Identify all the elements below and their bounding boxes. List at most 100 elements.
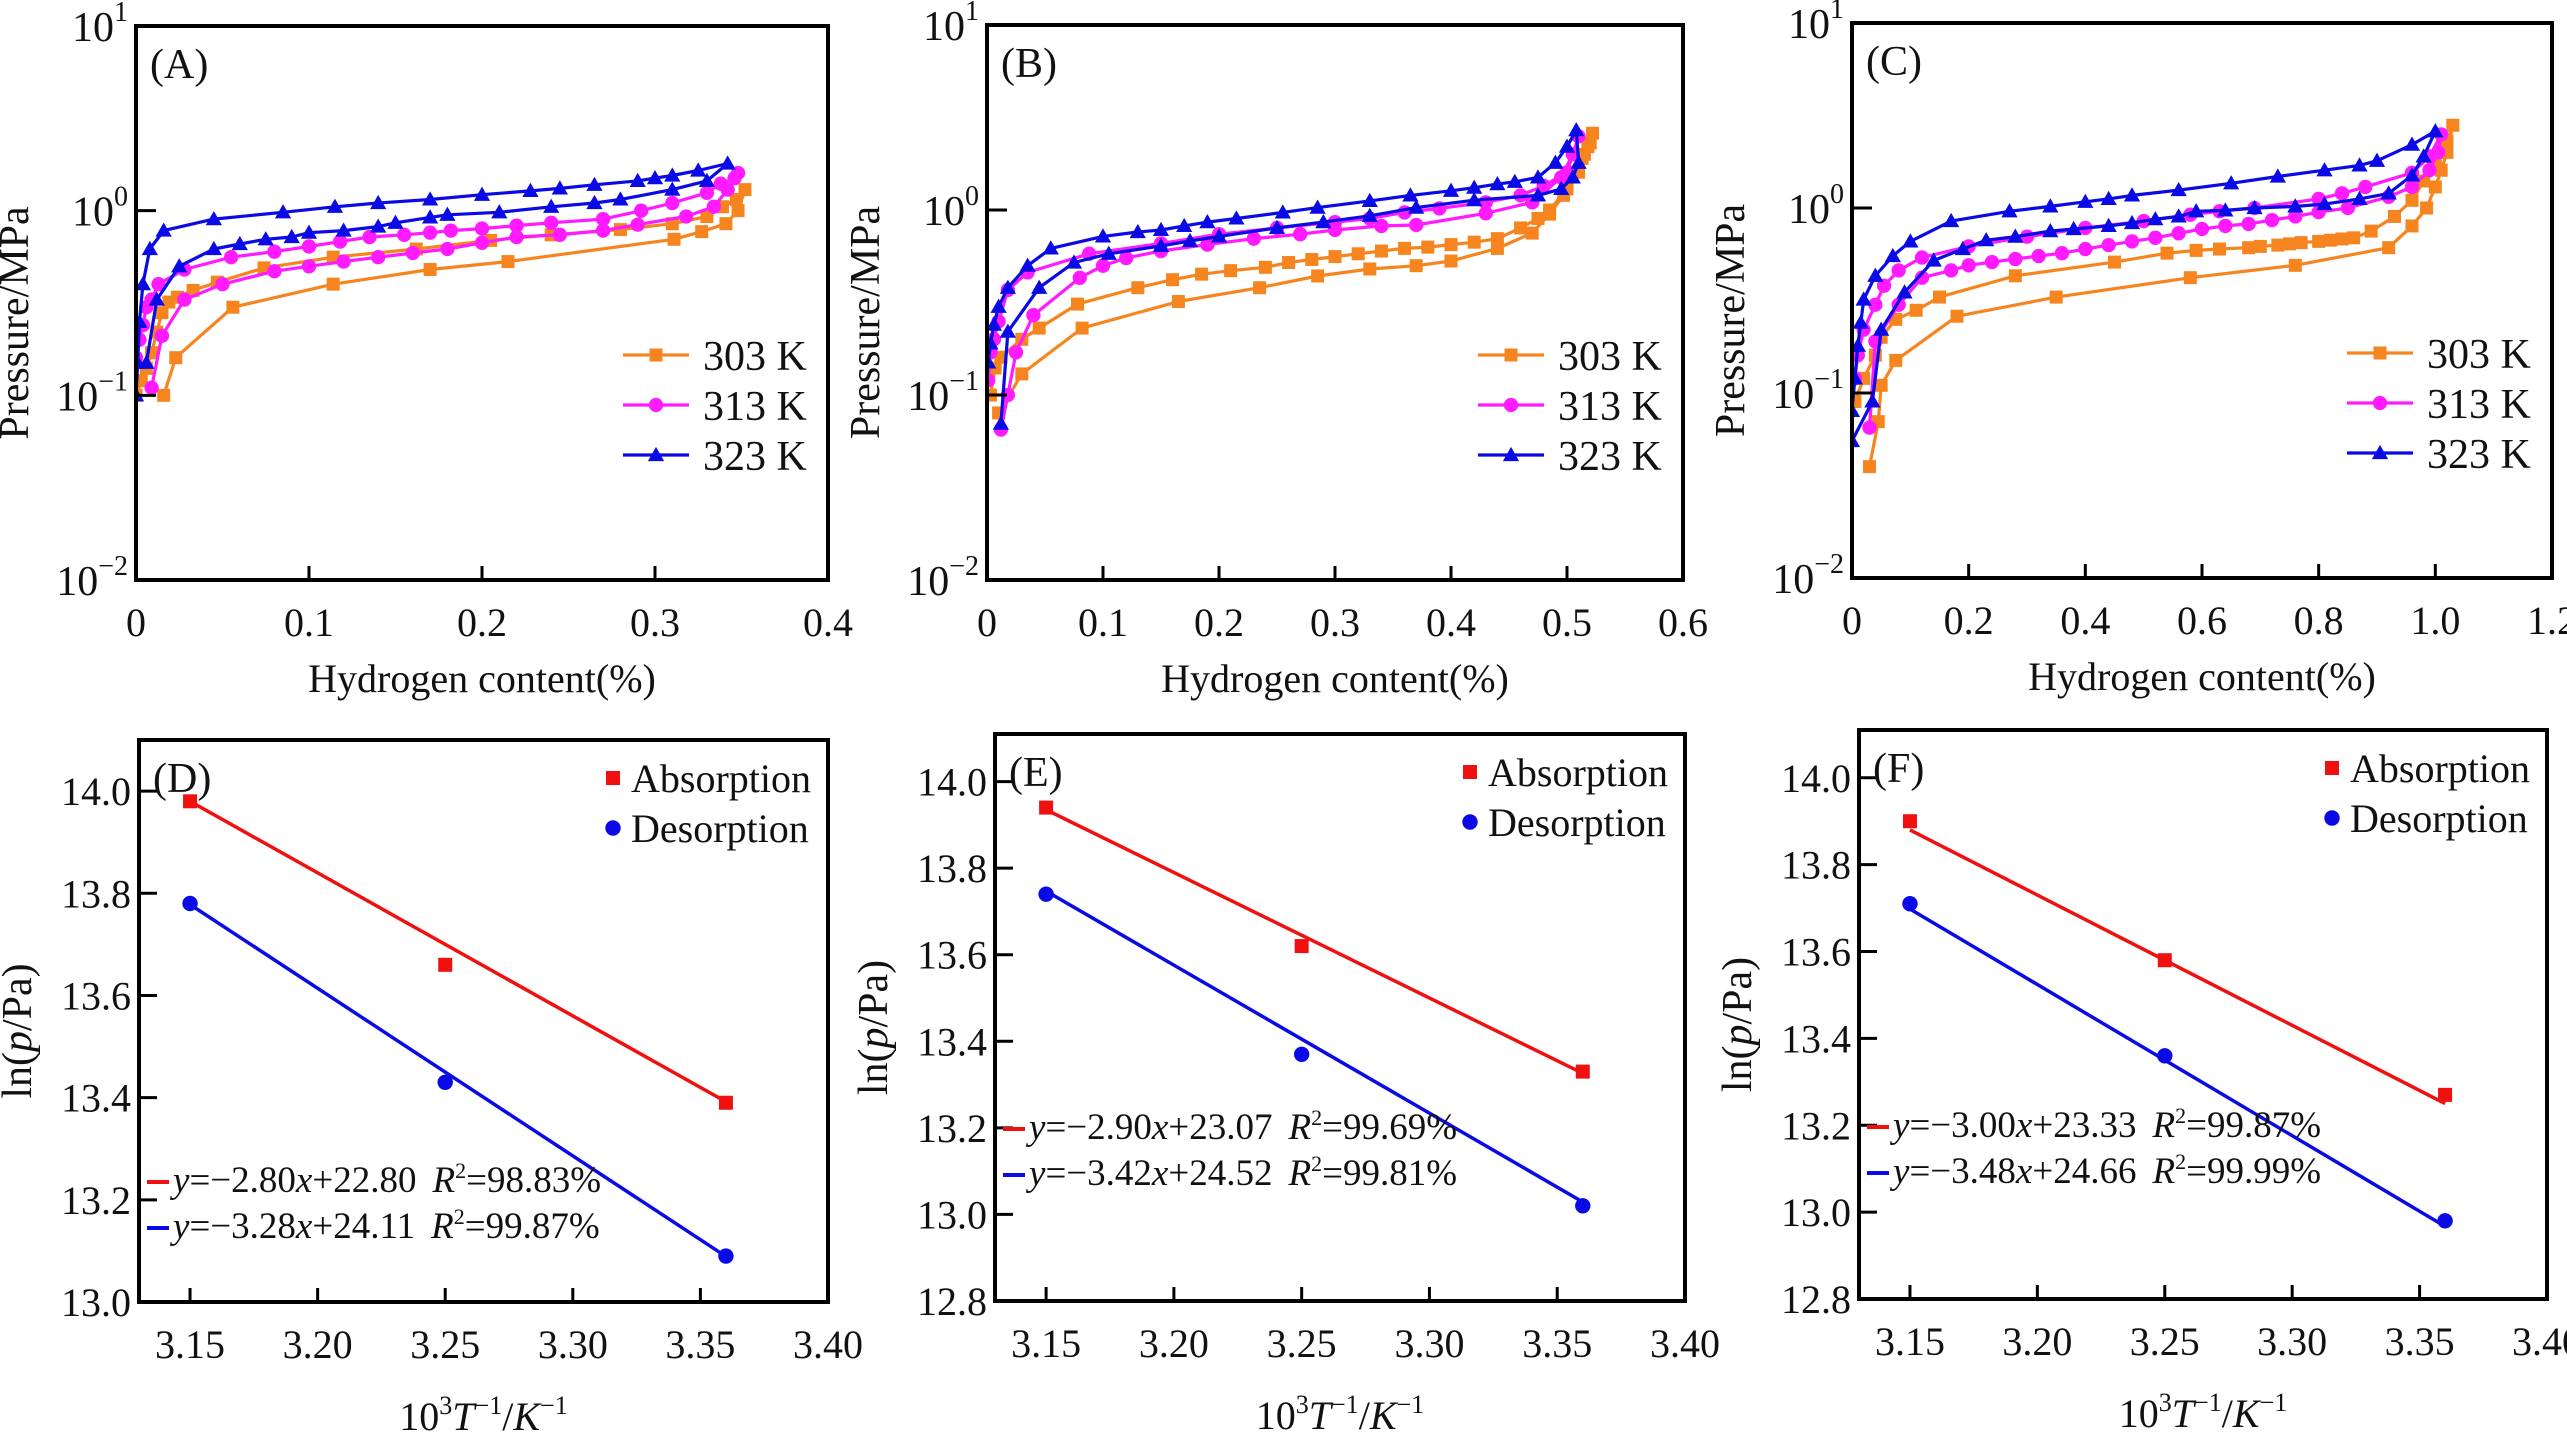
data-point-303k [1543, 207, 1557, 221]
fit-equation-desorption: y=−3.42x+24.52 R2=99.81% [1003, 1151, 1457, 1194]
data-point-323k [1558, 138, 1576, 153]
data-point-323k [987, 354, 997, 369]
legend-marker-circle [1503, 397, 1519, 413]
data-point-323k [1547, 154, 1564, 169]
x-tick-label: 3.35 [2385, 1319, 2455, 1364]
data-point-323k [2351, 157, 2368, 172]
text-part: =99.87% [465, 1206, 600, 1247]
data-point-323k [2100, 217, 2117, 233]
data-point-absorption [718, 1095, 733, 1110]
legend-marker-circle [2324, 810, 2340, 826]
legend-marker-square [649, 348, 663, 362]
panel-c: 0 0.2 0.4 0.6 0.8 1.0 1.210110010−110−2(C)Hydr… [1708, 0, 2567, 699]
data-point-303k [1351, 247, 1365, 261]
data-point-303k [1166, 273, 1180, 287]
y-tick-base: 10 [72, 5, 114, 51]
data-point-303k [2271, 238, 2285, 252]
data-point-323k [136, 276, 152, 291]
fit-equation-absorption: y=−2.80x+22.80 R2=98.83% [147, 1158, 601, 1201]
data-point-313k [1862, 420, 1877, 435]
text-part: +24.52 [1168, 1153, 1272, 1194]
text-part: p [851, 1028, 897, 1052]
data-point-313k [2404, 179, 2420, 195]
text-part: R [2151, 1151, 2175, 1192]
y-tick-label: 13.8 [917, 846, 987, 891]
data-point-313k [1961, 258, 1976, 273]
text-part: −1 [1331, 1390, 1359, 1419]
y-tick-label: 101 [1788, 0, 1844, 48]
data-point-313k [699, 185, 715, 200]
data-point-303k [169, 351, 183, 365]
legend-item: 313 K [623, 384, 807, 430]
data-point-323k [2001, 203, 2018, 218]
data-point-323k [990, 298, 1007, 313]
y-tick-label: 10−2 [56, 551, 128, 605]
data-point-313k [154, 328, 170, 343]
y-tick-exponent: 0 [965, 181, 979, 212]
data-point-323k [283, 228, 300, 244]
data-point-323k [1925, 252, 1942, 267]
data-point-313k [1008, 345, 1024, 360]
x-axis-label: 103T−1/K−1 [1256, 1390, 1424, 1438]
text-part: R [1287, 1107, 1311, 1148]
x-tick-label: 3.15 [1011, 1321, 1081, 1366]
plot-area [182, 794, 734, 1264]
data-point-323k [1210, 228, 1228, 243]
data-point-323k [421, 191, 439, 206]
data-point-303k [2008, 269, 2022, 283]
data-point-303k [2388, 209, 2401, 223]
data-point-323k [1884, 247, 1901, 263]
data-point-303k [226, 300, 240, 314]
data-point-303k [731, 204, 745, 218]
data-point-313k [1891, 263, 1906, 278]
text-part: +23.07 [1168, 1107, 1272, 1148]
data-point-323k [1309, 199, 1326, 214]
legend-item: Absorption [1463, 750, 1668, 795]
data-point-323k [1065, 254, 1083, 269]
panel-b: 0 0.1 0.2 0.3 0.4 0.5 0.610110010−110−2(B)Hydr… [843, 0, 1708, 701]
data-point-313k [1200, 237, 1215, 252]
data-point-323k [387, 214, 404, 229]
legend-label: 313 K [2427, 382, 2531, 428]
y-tick-label: 13.6 [1781, 930, 1851, 975]
legend-marker-circle [2372, 395, 2388, 411]
legend-marker-triangle [647, 446, 665, 462]
plot-area [1902, 814, 2453, 1229]
data-point-303k [1398, 241, 1412, 255]
x-tick-label: 3.40 [793, 1322, 863, 1367]
y-tick-label: 13.2 [61, 1178, 131, 1223]
data-point-323k [698, 172, 716, 187]
text-part: x [1151, 1153, 1169, 1194]
y-axis-label: Pressure/MPa [0, 206, 38, 440]
data-point-323k [1181, 232, 1199, 248]
text-part: y [1889, 1151, 1910, 1192]
data-point-303k [1467, 235, 1481, 249]
data-point-313k [151, 277, 166, 292]
data-point-desorption [1038, 886, 1054, 902]
data-point-323k [439, 206, 456, 221]
y-tick-label: 10−2 [907, 551, 979, 605]
legend-item: 303 K [623, 334, 807, 380]
data-point-303k [2335, 232, 2349, 246]
data-point-323k [1852, 402, 1861, 418]
y-tick-label: 13.8 [61, 871, 131, 916]
data-point-313k [474, 235, 490, 250]
text-part: =−3.28 [189, 1206, 295, 1247]
data-point-absorption [1902, 814, 1917, 829]
data-point-323k [2246, 199, 2263, 215]
text-part: 2 [455, 1158, 466, 1183]
data-point-313k [1914, 250, 1930, 265]
data-point-313k [595, 211, 611, 227]
data-point-323k [987, 335, 999, 350]
data-point-323k [1466, 179, 1483, 194]
data-point-absorption [1039, 800, 1054, 815]
data-point-303k [2189, 243, 2203, 257]
data-point-303k [2183, 271, 2197, 285]
legend-item: Absorption [606, 756, 811, 801]
fit-equation-absorption: y=−3.00x+23.33 R2=99.87% [1867, 1103, 2321, 1146]
text-part: p [0, 1031, 41, 1055]
y-tick-exponent: 0 [1830, 179, 1844, 210]
data-point-323k [1268, 219, 1286, 235]
text-part: +23.33 [2032, 1105, 2136, 1146]
